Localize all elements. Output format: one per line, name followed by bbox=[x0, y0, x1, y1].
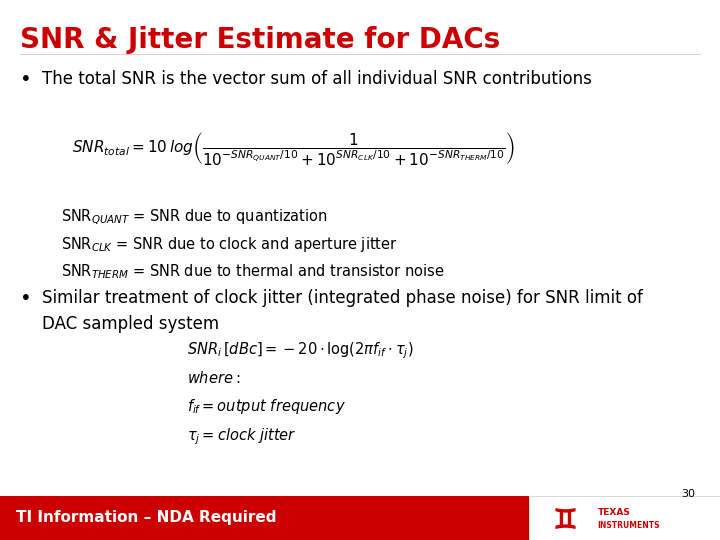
Text: $\mathit{SNR_{total}} = \mathit{10\,log}\left(\dfrac{1}{10^{-\mathit{SNR_{QUANT}: $\mathit{SNR_{total}} = \mathit{10\,log}… bbox=[72, 130, 516, 167]
Text: $\mathit{SNR_i\,[dBc]} = -20 \cdot \log(2\pi f_{if} \cdot \tau_j)$: $\mathit{SNR_i\,[dBc]} = -20 \cdot \log(… bbox=[187, 340, 414, 361]
Text: INSTRUMENTS: INSTRUMENTS bbox=[598, 522, 660, 530]
Text: SNR$_{CLK}$ = SNR due to clock and aperture jitter: SNR$_{CLK}$ = SNR due to clock and apert… bbox=[61, 235, 398, 254]
Text: •: • bbox=[20, 70, 32, 89]
Text: TEXAS: TEXAS bbox=[598, 508, 631, 517]
Text: $\mathit{where:}$: $\mathit{where:}$ bbox=[187, 370, 240, 386]
Text: 30: 30 bbox=[681, 489, 695, 499]
Text: SNR$_{QUANT}$ = SNR due to quantization: SNR$_{QUANT}$ = SNR due to quantization bbox=[61, 208, 328, 227]
Text: SNR & Jitter Estimate for DACs: SNR & Jitter Estimate for DACs bbox=[20, 26, 500, 54]
Text: The total SNR is the vector sum of all individual SNR contributions: The total SNR is the vector sum of all i… bbox=[42, 70, 592, 88]
Text: •: • bbox=[20, 289, 32, 308]
FancyBboxPatch shape bbox=[529, 496, 720, 540]
Text: TI Information – NDA Required: TI Information – NDA Required bbox=[16, 510, 276, 525]
Text: $\mathit{\tau_j = clock\ jitter}$: $\mathit{\tau_j = clock\ jitter}$ bbox=[187, 427, 297, 447]
Text: $\mathit{f_{if} = output\ frequency}$: $\mathit{f_{if} = output\ frequency}$ bbox=[187, 397, 346, 416]
FancyBboxPatch shape bbox=[0, 496, 529, 540]
Text: Similar treatment of clock jitter (integrated phase noise) for SNR limit of: Similar treatment of clock jitter (integ… bbox=[42, 289, 643, 307]
Text: SNR$_{THERM}$ = SNR due to thermal and transistor noise: SNR$_{THERM}$ = SNR due to thermal and t… bbox=[61, 262, 444, 281]
Text: DAC sampled system: DAC sampled system bbox=[42, 315, 219, 333]
